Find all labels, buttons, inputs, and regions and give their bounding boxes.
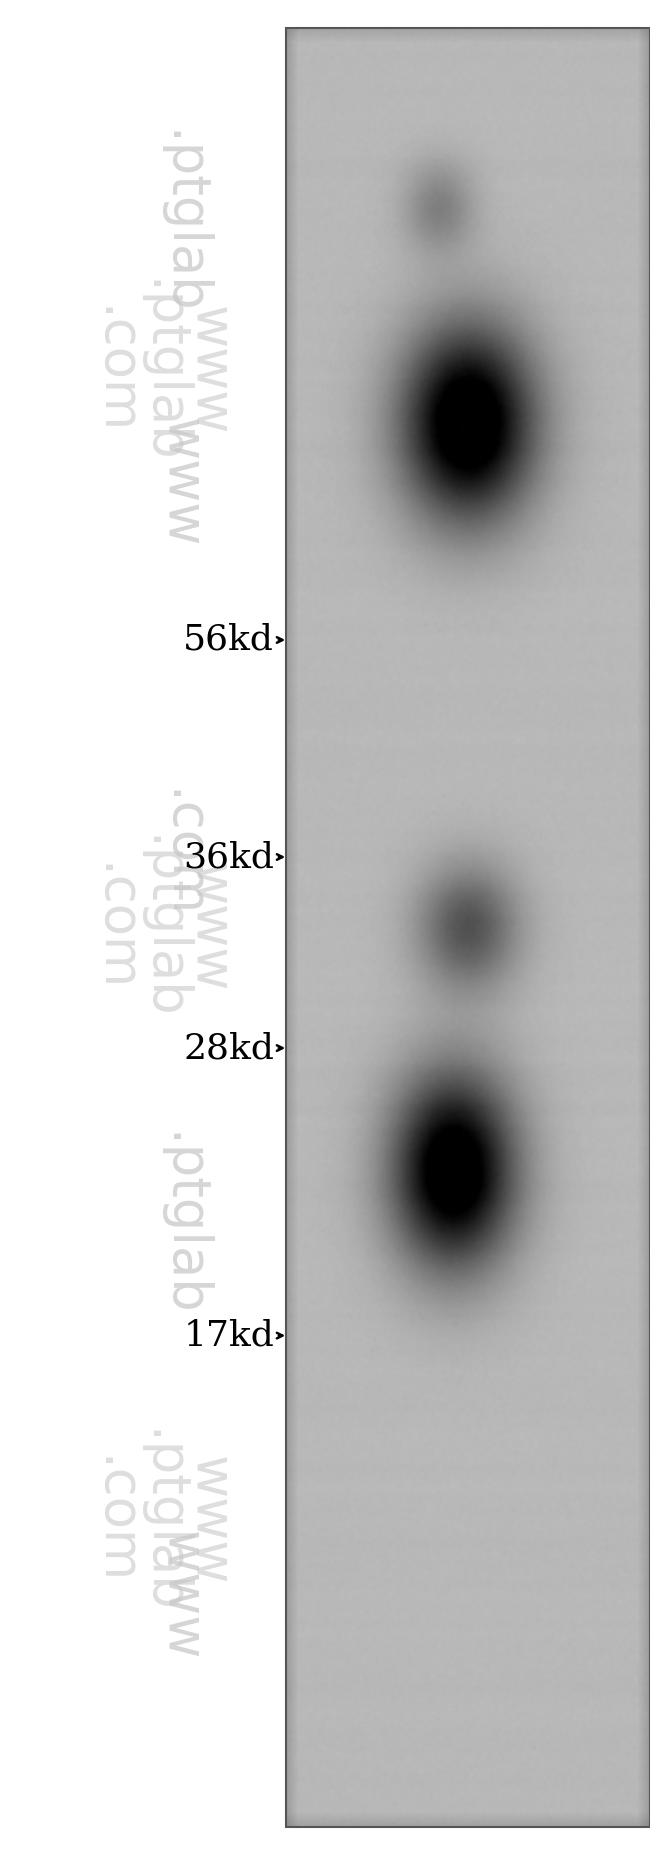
- Text: www: www: [156, 1530, 208, 1660]
- Text: 56kd: 56kd: [183, 623, 274, 657]
- Text: .ptglab: .ptglab: [156, 1132, 208, 1317]
- Text: www: www: [156, 417, 208, 547]
- Text: 36kd: 36kd: [183, 840, 274, 874]
- Text: 17kd: 17kd: [183, 1319, 274, 1352]
- Text: 28kd: 28kd: [183, 1031, 274, 1065]
- Bar: [286, 28, 650, 1827]
- Text: .ptglab: .ptglab: [156, 130, 208, 315]
- Text: www
.ptglab
.com: www .ptglab .com: [88, 278, 237, 464]
- Text: .com: .com: [156, 788, 208, 918]
- Text: www
.ptglab
.com: www .ptglab .com: [88, 835, 237, 1020]
- Text: www
.ptglab
.com: www .ptglab .com: [88, 1428, 237, 1614]
